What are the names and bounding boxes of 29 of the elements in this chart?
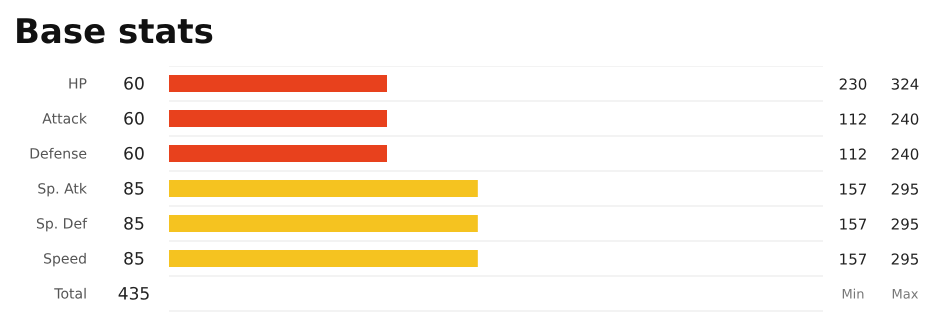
y-tick-label: HP (68, 76, 87, 92)
data-label: 85 (123, 180, 145, 200)
y-tick-label: Sp. Atk (37, 182, 88, 198)
y-tick-label: Defense (29, 146, 87, 162)
text: 295 (890, 250, 920, 268)
data-label: 60 (123, 74, 145, 94)
y-tick-label: Attack (42, 112, 88, 128)
text: Max (892, 288, 919, 302)
text: 435 (118, 284, 150, 304)
text: 295 (890, 216, 920, 234)
text: 157 (838, 250, 868, 268)
text: Min (841, 288, 865, 302)
text: 295 (890, 180, 920, 198)
text: 240 (890, 146, 920, 164)
text: 112 (838, 110, 868, 128)
text: 240 (890, 110, 920, 128)
data-label: 85 (123, 250, 145, 270)
text: 112 (838, 146, 868, 164)
data-label: 60 (123, 110, 145, 130)
y-tick-label: Total (53, 286, 87, 302)
text: 324 (890, 76, 920, 94)
y-tick-label: Speed (43, 252, 87, 268)
data-label: 85 (123, 214, 145, 234)
data-label: 60 (123, 144, 145, 164)
y-tick-label: Sp. Def (36, 216, 88, 232)
text: 157 (838, 216, 868, 234)
text: 230 (838, 76, 868, 94)
chart-title: Base stats (14, 12, 214, 52)
text: 157 (838, 180, 868, 198)
